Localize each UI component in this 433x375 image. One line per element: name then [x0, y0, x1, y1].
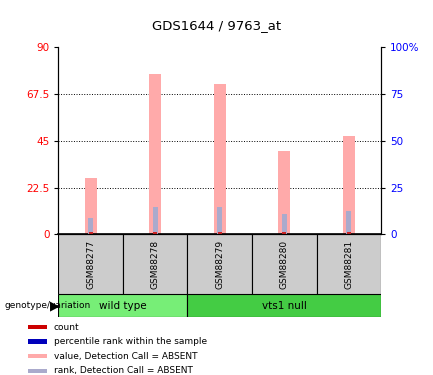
Text: GSM88277: GSM88277	[86, 240, 95, 289]
Text: percentile rank within the sample: percentile rank within the sample	[54, 337, 207, 346]
Bar	[58, 294, 187, 317]
Bar	[217, 207, 222, 234]
Bar	[214, 84, 226, 234]
Text: count: count	[54, 322, 79, 332]
Bar	[252, 234, 317, 294]
Bar	[58, 234, 123, 294]
Bar	[153, 207, 158, 234]
Text: GSM88280: GSM88280	[280, 240, 289, 289]
Text: ▶: ▶	[50, 299, 59, 312]
Text: value, Detection Call = ABSENT: value, Detection Call = ABSENT	[54, 352, 197, 361]
Text: vts1 null: vts1 null	[262, 301, 307, 310]
Text: rank, Detection Call = ABSENT: rank, Detection Call = ABSENT	[54, 366, 193, 375]
Bar	[187, 234, 252, 294]
Bar	[28, 325, 47, 329]
Bar	[278, 151, 290, 234]
Bar	[282, 213, 287, 234]
Bar	[149, 74, 161, 234]
Text: GSM88281: GSM88281	[344, 240, 353, 289]
Bar	[28, 369, 47, 373]
Bar	[187, 294, 381, 317]
Bar	[317, 234, 381, 294]
Bar	[28, 354, 47, 358]
Text: wild type: wild type	[99, 301, 147, 310]
Bar	[88, 218, 93, 234]
Bar	[28, 339, 47, 344]
Text: GDS1644 / 9763_at: GDS1644 / 9763_at	[152, 19, 281, 32]
Bar	[343, 136, 355, 234]
Text: GSM88279: GSM88279	[215, 240, 224, 289]
Bar	[85, 178, 97, 234]
Bar	[123, 234, 187, 294]
Text: GSM88278: GSM88278	[151, 240, 160, 289]
Bar	[346, 211, 351, 234]
Text: genotype/variation: genotype/variation	[4, 301, 90, 310]
